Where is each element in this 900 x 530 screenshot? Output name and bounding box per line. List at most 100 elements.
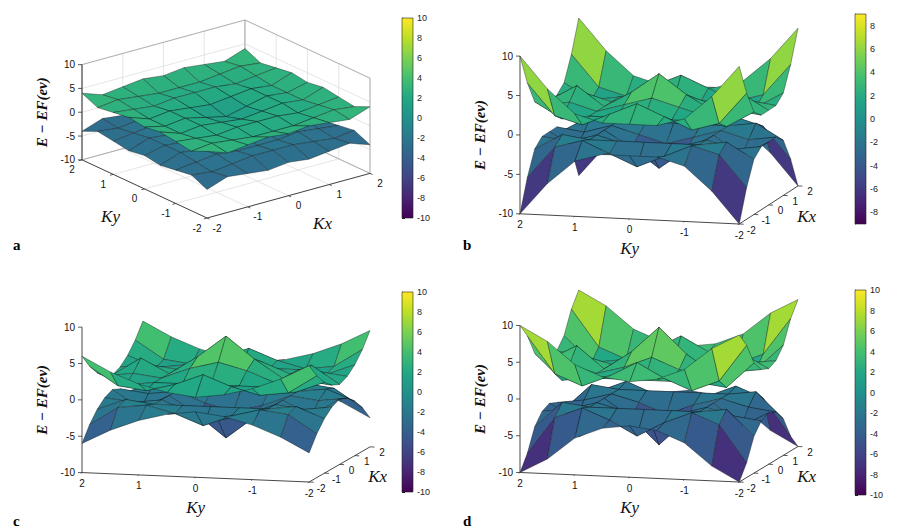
- svg-text:Kx: Kx: [367, 467, 387, 486]
- svg-text:-8: -8: [870, 470, 878, 480]
- svg-text:4: 4: [417, 347, 422, 357]
- svg-text:-2: -2: [870, 408, 878, 418]
- svg-text:-10: -10: [61, 154, 76, 165]
- svg-text:-10: -10: [499, 208, 514, 219]
- svg-text:-2: -2: [305, 488, 314, 499]
- svg-text:0: 0: [69, 107, 75, 118]
- svg-text:0: 0: [349, 465, 355, 476]
- svg-text:-4: -4: [417, 427, 425, 437]
- svg-text:6: 6: [870, 326, 875, 336]
- svg-text:-2: -2: [417, 407, 425, 417]
- svg-text:0: 0: [69, 394, 75, 405]
- svg-text:10: 10: [64, 322, 76, 333]
- svg-text:5: 5: [507, 90, 513, 101]
- svg-text:a: a: [13, 237, 21, 253]
- svg-text:0: 0: [627, 483, 633, 494]
- svg-text:0: 0: [778, 465, 784, 476]
- svg-text:10: 10: [502, 51, 514, 62]
- svg-text:E − EF(ev): E − EF(ev): [34, 77, 51, 148]
- svg-text:-1: -1: [332, 474, 341, 485]
- svg-text:1: 1: [136, 480, 142, 491]
- svg-text:0: 0: [870, 114, 875, 124]
- svg-text:Ky: Ky: [619, 239, 639, 258]
- svg-text:Ky: Ky: [619, 498, 639, 517]
- svg-text:-1: -1: [248, 485, 257, 496]
- svg-text:4: 4: [870, 67, 875, 77]
- svg-text:b: b: [463, 237, 471, 253]
- svg-text:-2: -2: [870, 137, 878, 147]
- svg-text:Ky: Ky: [185, 498, 205, 517]
- svg-text:6: 6: [417, 53, 422, 63]
- svg-text:2: 2: [807, 186, 813, 197]
- svg-text:-2: -2: [747, 483, 756, 494]
- svg-text:2: 2: [417, 93, 422, 103]
- svg-text:10: 10: [417, 13, 427, 23]
- svg-text:2: 2: [377, 178, 383, 189]
- svg-text:8: 8: [417, 307, 422, 317]
- svg-text:-10: -10: [417, 213, 430, 223]
- svg-text:-2: -2: [213, 223, 222, 234]
- svg-text:-6: -6: [870, 184, 878, 194]
- svg-text:Kx: Kx: [312, 214, 332, 233]
- svg-text:2: 2: [517, 478, 523, 489]
- svg-text:0: 0: [417, 387, 422, 397]
- svg-text:-1: -1: [161, 208, 170, 219]
- svg-text:-8: -8: [417, 193, 425, 203]
- svg-text:10: 10: [417, 287, 427, 297]
- svg-text:Kx: Kx: [796, 467, 816, 486]
- svg-text:0: 0: [507, 129, 513, 140]
- svg-text:-8: -8: [870, 207, 878, 217]
- svg-text:-5: -5: [66, 131, 75, 142]
- svg-text:-4: -4: [870, 161, 878, 171]
- svg-text:-2: -2: [735, 230, 744, 241]
- svg-text:1: 1: [793, 196, 799, 207]
- svg-text:0: 0: [417, 113, 422, 123]
- svg-text:E − EF(ev): E − EF(ev): [34, 365, 51, 436]
- svg-text:-2: -2: [417, 133, 425, 143]
- svg-text:0: 0: [296, 200, 302, 211]
- svg-text:Ky: Ky: [100, 207, 120, 226]
- svg-text:10: 10: [502, 320, 514, 331]
- svg-text:4: 4: [870, 347, 875, 357]
- svg-text:0: 0: [627, 224, 633, 235]
- svg-text:5: 5: [69, 358, 75, 369]
- svg-text:5: 5: [69, 83, 75, 94]
- svg-text:1: 1: [336, 189, 342, 200]
- svg-text:2: 2: [69, 164, 75, 175]
- svg-text:E − EF(ev): E − EF(ev): [472, 364, 489, 435]
- svg-text:-6: -6: [417, 447, 425, 457]
- svg-text:10: 10: [870, 285, 880, 295]
- svg-text:-1: -1: [680, 227, 689, 238]
- svg-text:2: 2: [417, 367, 422, 377]
- svg-text:2: 2: [870, 367, 875, 377]
- svg-text:10: 10: [64, 59, 76, 70]
- svg-text:Kx: Kx: [796, 207, 816, 226]
- svg-text:-10: -10: [870, 490, 883, 500]
- svg-text:E − EF(ev): E − EF(ev): [472, 100, 489, 171]
- svg-text:-5: -5: [504, 169, 513, 180]
- svg-text:2: 2: [807, 447, 813, 458]
- svg-text:-1: -1: [761, 215, 770, 226]
- svg-text:8: 8: [417, 33, 422, 43]
- svg-text:-2: -2: [735, 488, 744, 499]
- svg-text:8: 8: [870, 306, 875, 316]
- svg-text:-10: -10: [61, 467, 76, 478]
- svg-text:d: d: [463, 513, 472, 529]
- svg-text:-10: -10: [499, 467, 514, 478]
- svg-text:-6: -6: [870, 449, 878, 459]
- svg-text:0: 0: [870, 388, 875, 398]
- svg-text:1: 1: [364, 456, 370, 467]
- svg-text:-1: -1: [761, 474, 770, 485]
- svg-text:1: 1: [572, 222, 578, 233]
- svg-text:-10: -10: [417, 487, 430, 497]
- svg-text:8: 8: [870, 21, 875, 31]
- svg-text:6: 6: [417, 327, 422, 337]
- svg-text:-5: -5: [66, 431, 75, 442]
- svg-text:6: 6: [870, 44, 875, 54]
- svg-text:0: 0: [778, 205, 784, 216]
- svg-text:-5: -5: [504, 430, 513, 441]
- svg-text:-1: -1: [680, 485, 689, 496]
- svg-text:1: 1: [100, 179, 106, 190]
- svg-text:4: 4: [417, 73, 422, 83]
- svg-text:-2: -2: [193, 223, 202, 234]
